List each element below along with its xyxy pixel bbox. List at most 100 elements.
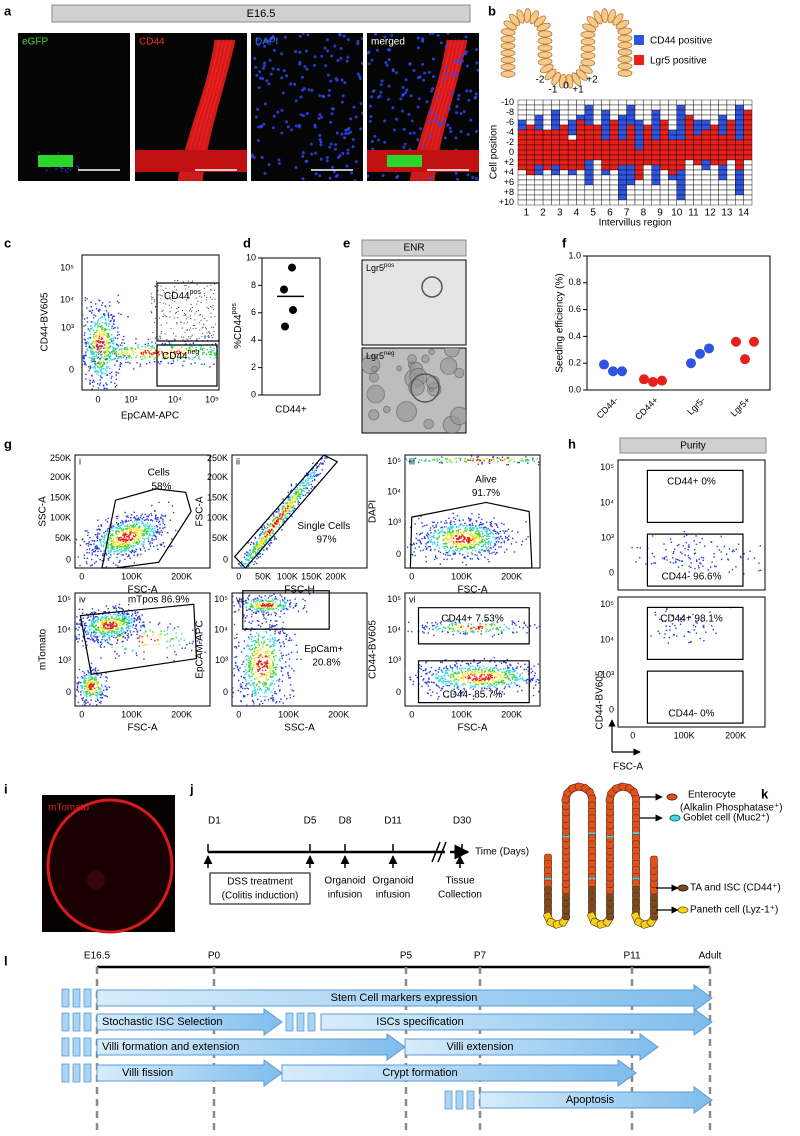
- event-dot: [494, 548, 497, 551]
- event-dot: [89, 337, 91, 340]
- event-dot: [216, 592, 217, 593]
- event-dot: [478, 527, 481, 529]
- event-dot: [500, 542, 503, 544]
- event-dot: [117, 396, 118, 397]
- event-dot: [188, 297, 190, 299]
- heatmap-cell: [735, 154, 744, 161]
- event-dot: [141, 522, 143, 525]
- event-dot: [60, 170, 63, 172]
- event-dot: [258, 553, 260, 555]
- event-dot: [64, 169, 67, 172]
- heatmap-cell: [609, 184, 619, 191]
- heatmap-cell: [559, 169, 569, 176]
- event-dot: [295, 489, 297, 491]
- event-dot: [257, 352, 258, 353]
- event-dot: [96, 340, 98, 343]
- event-dot: [290, 354, 291, 355]
- event-dot: [101, 316, 103, 318]
- event-dot: [136, 537, 138, 540]
- event-dot: [116, 545, 118, 547]
- heatmap-cell: [643, 119, 652, 126]
- nucleus: [387, 48, 391, 52]
- event-dot: [476, 534, 479, 536]
- event-dot: [489, 523, 492, 526]
- event-dot: [119, 355, 121, 358]
- heatmap-cell: [609, 99, 619, 106]
- event-dot: [92, 618, 94, 620]
- event-dot: [450, 532, 452, 534]
- x-tick-label: 100K: [277, 571, 298, 581]
- heatmap-cell: [593, 159, 602, 166]
- event-dot: [259, 358, 260, 359]
- event-dot: [464, 458, 466, 461]
- event-dot: [90, 564, 92, 567]
- event-dot: [509, 460, 511, 462]
- event-dot: [475, 525, 477, 527]
- event-dot: [114, 357, 116, 360]
- event-dot: [217, 607, 218, 608]
- header: E16.5: [247, 8, 276, 20]
- event-dot: [255, 547, 257, 549]
- event-dot: [94, 362, 96, 365]
- heatmap-cell: [618, 129, 627, 136]
- event-dot: [203, 363, 206, 365]
- event-dot: [114, 348, 117, 350]
- heatmap-cell: [634, 169, 644, 176]
- event-dot: [130, 539, 132, 541]
- heatmap-cell: [584, 129, 594, 136]
- event-dot: [444, 545, 447, 548]
- nucleus: [339, 56, 343, 60]
- event-dot: [481, 463, 483, 465]
- event-dot: [438, 535, 441, 537]
- event-dot: [100, 538, 103, 541]
- event-dot: [290, 502, 293, 504]
- event-dot: [132, 349, 134, 352]
- event-dot: [220, 347, 221, 348]
- nucleus: [395, 175, 399, 179]
- event-dot: [469, 534, 471, 536]
- nucleus: [319, 143, 323, 147]
- heatmap-cell: [701, 129, 711, 136]
- event-dot: [172, 345, 175, 348]
- heatmap-cell: [609, 119, 619, 126]
- nucleus: [431, 87, 435, 91]
- heatmap-cell: [618, 194, 627, 201]
- event-dot: [291, 515, 293, 518]
- event-dot: [151, 542, 153, 544]
- heatmap-cell: [584, 139, 594, 146]
- event-dot: [150, 349, 152, 351]
- event-dot: [185, 315, 187, 317]
- event-dot: [138, 522, 140, 524]
- header: ENR: [403, 243, 424, 254]
- event-dot: [164, 333, 166, 335]
- event-dot: [114, 391, 115, 392]
- cell: [537, 37, 553, 45]
- event-dot: [78, 326, 79, 327]
- event-dot: [117, 615, 119, 617]
- event-dot: [84, 339, 86, 341]
- event-dot: [481, 545, 483, 548]
- event-dot: [585, 461, 586, 462]
- event-dot: [454, 523, 456, 526]
- event-dot: [115, 537, 118, 539]
- event-dot: [146, 533, 148, 535]
- event-dot: [506, 530, 508, 532]
- event-dot: [86, 548, 88, 551]
- event-dot: [151, 353, 153, 356]
- heatmap-cell: [718, 144, 728, 151]
- event-dot: [102, 333, 104, 335]
- event-dot: [100, 344, 102, 347]
- event-dot: [449, 530, 451, 533]
- heatmap-cell: [576, 109, 586, 116]
- heatmap-cell: [626, 124, 636, 131]
- event-dot: [95, 345, 98, 347]
- y-tick-label: 0: [396, 549, 401, 559]
- event-dot: [342, 435, 343, 436]
- event-dot: [475, 535, 477, 538]
- heatmap-cell: [551, 124, 560, 131]
- nucleus: [267, 82, 271, 86]
- event-dot: [460, 537, 462, 539]
- event-dot: [107, 354, 109, 356]
- event-dot: [139, 619, 142, 621]
- nucleus: [299, 95, 303, 99]
